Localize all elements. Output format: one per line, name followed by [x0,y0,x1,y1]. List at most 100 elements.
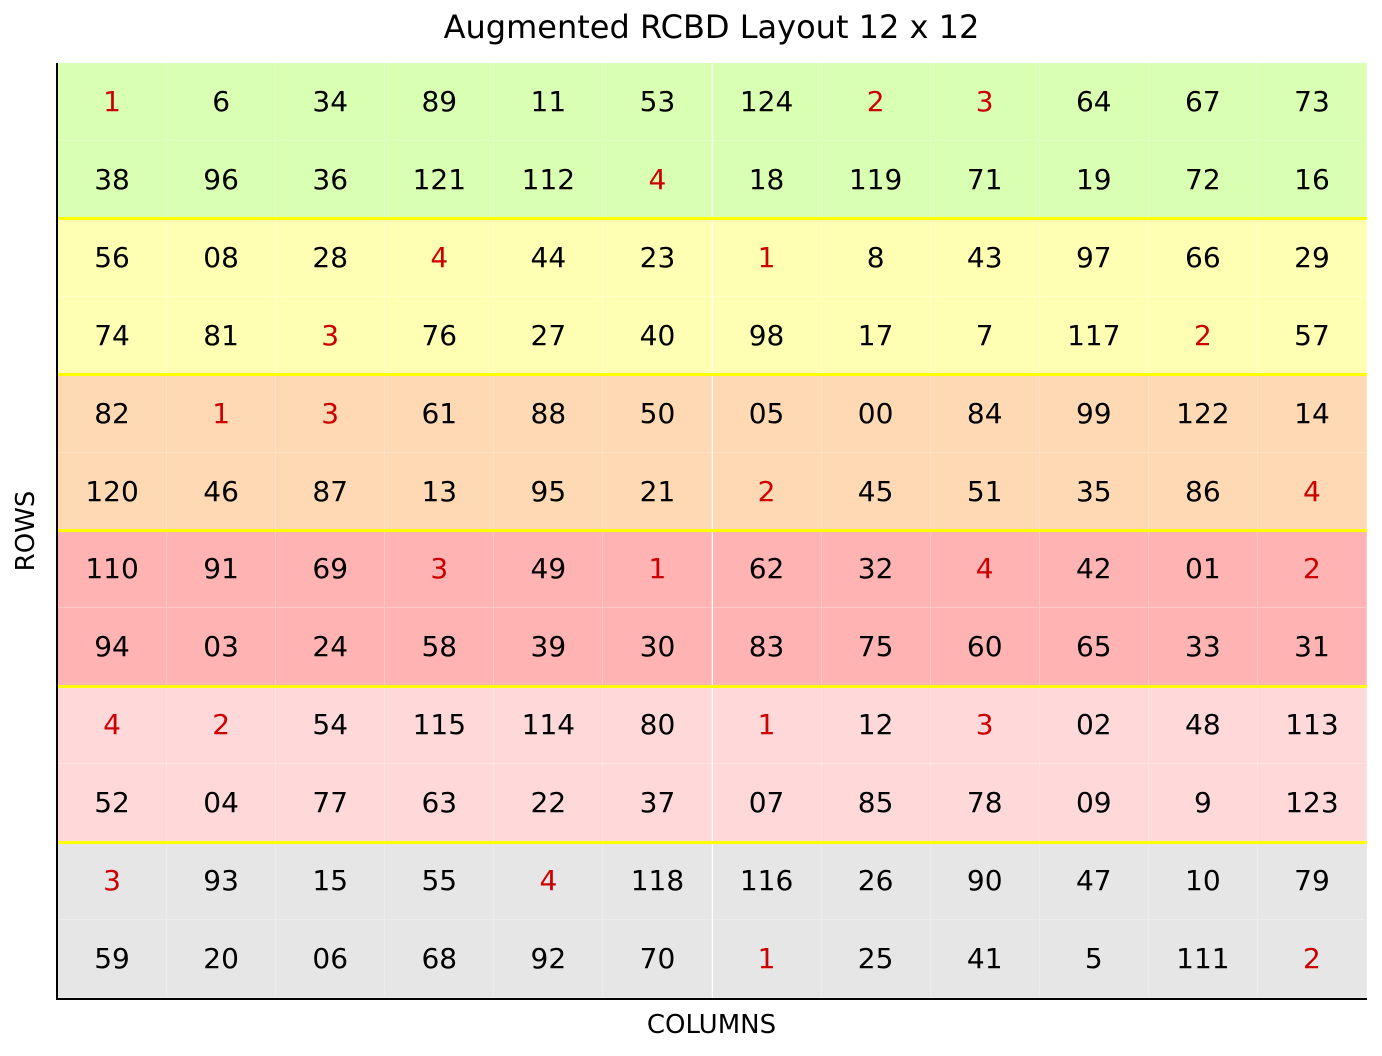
plot-cell: 05 [712,374,822,453]
plot-cell: 52 [58,764,168,843]
plot-cell: 09 [1039,764,1149,843]
plot-cell: 5 [1039,920,1149,998]
plot-cell: 8 [821,218,931,297]
plot-cell: 81 [167,296,277,375]
plot-cell: 3 [930,686,1040,765]
plot-cell: 79 [1257,842,1367,921]
plot-cell: 53 [603,63,713,141]
plot-cell: 85 [821,764,931,843]
plot-cell: 111 [1148,920,1258,998]
plot-cell: 97 [1039,218,1149,297]
plot-cell: 4 [603,140,713,219]
plot-cell: 32 [821,530,931,609]
plot-cell: 2 [167,686,277,765]
plot-cell: 118 [603,842,713,921]
plot-cell: 42 [1039,530,1149,609]
plot-cell: 55 [385,842,495,921]
plot-cell: 29 [1257,218,1367,297]
plot-cell: 4 [385,218,495,297]
plot-cell: 88 [494,374,604,453]
plot-cell: 3 [930,63,1040,141]
plot-cell: 1 [712,920,822,998]
plot-cell: 43 [930,218,1040,297]
plot-cell: 65 [1039,608,1149,687]
plot-cell: 48 [1148,686,1258,765]
plot-cell: 28 [276,218,386,297]
plot-cell: 71 [930,140,1040,219]
plot-cell: 121 [385,140,495,219]
block-separator [58,217,1367,221]
plot-cell: 13 [385,452,495,531]
plot-cell: 119 [821,140,931,219]
plot-cell: 50 [603,374,713,453]
plot-cell: 94 [58,608,168,687]
plot-cell: 95 [494,452,604,531]
plot-cell: 25 [821,920,931,998]
plot-cell: 14 [1257,374,1367,453]
plot-cell: 44 [494,218,604,297]
plot-cell: 99 [1039,374,1149,453]
plot-cell: 38 [58,140,168,219]
plot-cell: 68 [385,920,495,998]
plot-cell: 74 [58,296,168,375]
plot-cell: 26 [821,842,931,921]
plot-cell: 2 [1148,296,1258,375]
plot-cell: 2 [1257,920,1367,998]
x-axis-label: COLUMNS [646,1010,777,1040]
plot-cell: 89 [385,63,495,141]
plot-cell: 4 [494,842,604,921]
plot-cell: 16 [1257,140,1367,219]
block-separator [58,684,1367,688]
plot-cell: 31 [1257,608,1367,687]
plot-cell: 115 [385,686,495,765]
plot-cell: 91 [167,530,277,609]
plot-cell: 117 [1039,296,1149,375]
plot-cell: 4 [930,530,1040,609]
plot-cell: 122 [1148,374,1258,453]
plot-cell: 78 [930,764,1040,843]
plot-cell: 9 [1148,764,1258,843]
plot-cell: 41 [930,920,1040,998]
plot-cell: 17 [821,296,931,375]
plot-cell: 1 [712,686,822,765]
plot-cell: 112 [494,140,604,219]
plot-cell: 57 [1257,296,1367,375]
plot-cell: 66 [1148,218,1258,297]
plot-cell: 07 [712,764,822,843]
plot-cell: 86 [1148,452,1258,531]
plot-cell: 49 [494,530,604,609]
plot-cell: 3 [58,842,168,921]
plot-cell: 61 [385,374,495,453]
plot-cell: 84 [930,374,1040,453]
plot-cell: 76 [385,296,495,375]
plot-cell: 63 [385,764,495,843]
plot-cell: 62 [712,530,822,609]
plot-cell: 45 [821,452,931,531]
plot-cell: 08 [167,218,277,297]
plot-cell: 34 [276,63,386,141]
plot-cell: 3 [385,530,495,609]
plot-cell: 7 [930,296,1040,375]
plot-cell: 123 [1257,764,1367,843]
plot-cell: 64 [1039,63,1149,141]
plot-cell: 1 [712,218,822,297]
plot-cell: 4 [1257,452,1367,531]
plot-cell: 6 [167,63,277,141]
plot-cell: 36 [276,140,386,219]
plot-cell: 69 [276,530,386,609]
plot-cell: 77 [276,764,386,843]
plot-cell: 40 [603,296,713,375]
plot-cell: 72 [1148,140,1258,219]
plot-cell: 11 [494,63,604,141]
plot-cell: 60 [930,608,1040,687]
plot-cell: 2 [712,452,822,531]
plot-cell: 82 [58,374,168,453]
block-separator [58,840,1367,844]
plot-cell: 01 [1148,530,1258,609]
plot-cell: 2 [1257,530,1367,609]
plot-cell: 93 [167,842,277,921]
plot-cell: 27 [494,296,604,375]
plot-area: 1 6 34 89 11 53 124 2 3 64 67 73 38 96 36 121 112 4 18 119 7… [56,63,1367,1000]
plot-cell: 1 [167,374,277,453]
plot-cell: 3 [276,374,386,453]
